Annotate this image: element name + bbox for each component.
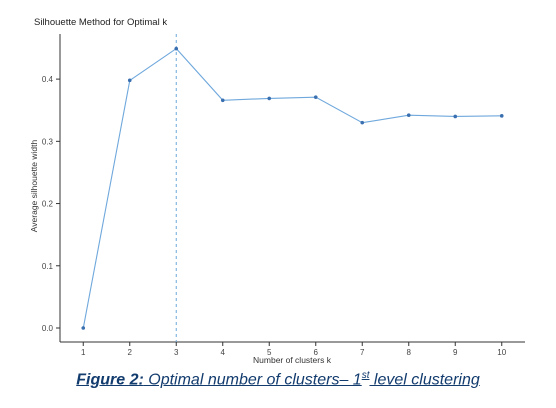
figure-caption: Figure 2: Optimal number of clusters– 1s… — [0, 370, 556, 389]
data-point — [127, 78, 132, 83]
caption-label: Figure 2: — [76, 371, 144, 389]
plot-area: 0.0 0.1 0.2 0.3 0.4 1 2 3 4 5 6 7 8 9 10 — [42, 34, 525, 357]
x-tick-label: 4 — [221, 348, 226, 357]
data-point — [360, 120, 365, 125]
data-point — [220, 98, 225, 103]
series-line — [82, 47, 502, 329]
chart-title: Silhouette Method for Optimal k — [34, 17, 167, 28]
y-axis-label: Average silhouette width — [29, 140, 39, 233]
data-point — [499, 114, 504, 118]
x-tick-label: 6 — [314, 348, 319, 357]
data-point — [313, 95, 318, 99]
y-tick-label: 0.4 — [42, 75, 54, 84]
data-point — [267, 96, 272, 101]
y-tick-label: 0.3 — [42, 137, 54, 146]
data-point — [406, 113, 411, 117]
x-tick-label: 10 — [497, 348, 506, 357]
x-tick-label: 3 — [174, 348, 179, 357]
x-tick-label: 1 — [81, 348, 86, 357]
x-axis-label: Number of clusters k — [253, 355, 332, 365]
caption-text-end: level clustering — [369, 371, 480, 389]
x-tick-label: 5 — [267, 348, 272, 357]
x-tick-label: 8 — [407, 348, 412, 357]
x-tick-label: 7 — [360, 348, 365, 357]
x-tick-label: 2 — [128, 348, 133, 357]
y-tick-label: 0.2 — [42, 200, 54, 209]
data-point — [174, 46, 179, 51]
caption-text: Optimal number of clusters– 1 — [143, 371, 362, 389]
y-tick-label: 0.1 — [42, 262, 54, 271]
caption-superscript: st — [361, 370, 370, 381]
y-tick-label: 0.0 — [42, 324, 54, 333]
data-point — [453, 114, 458, 119]
x-tick-label: 9 — [453, 348, 458, 357]
data-point — [81, 326, 86, 330]
